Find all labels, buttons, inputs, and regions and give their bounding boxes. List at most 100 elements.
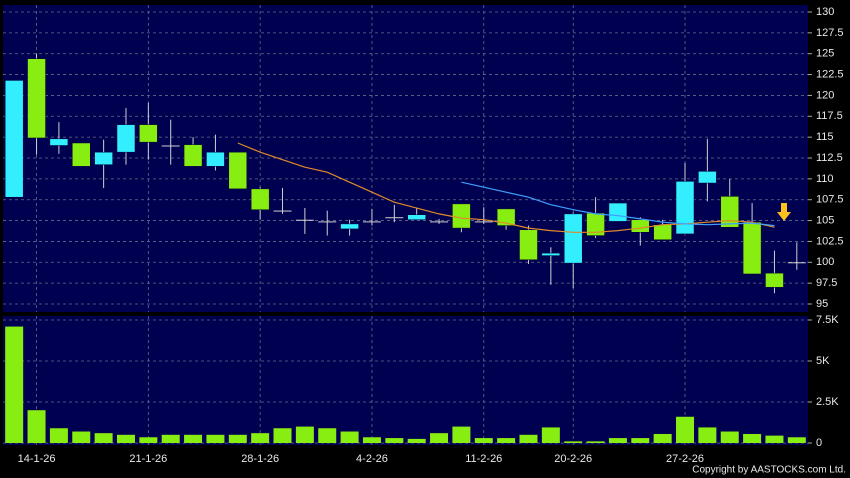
candle-body <box>586 212 605 236</box>
volume-bar <box>541 427 560 443</box>
volume-bar <box>72 431 91 443</box>
candle-body <box>787 262 806 264</box>
y-tick-label: 0 <box>816 437 822 449</box>
y-tick-label: 5K <box>816 355 830 367</box>
volume-bar <box>228 434 247 443</box>
volume-bar <box>608 438 627 443</box>
volume-bar <box>49 428 68 443</box>
volume-bar <box>564 441 583 443</box>
y-tick-label: 2.5K <box>816 396 839 408</box>
volume-bar <box>743 433 762 443</box>
copyright: Copyright by AASTOCKS.com Ltd. <box>692 465 846 476</box>
volume-bar <box>340 431 359 443</box>
candle-body <box>385 217 404 219</box>
volume-bar <box>653 433 672 443</box>
volume-bar <box>519 434 538 443</box>
volume-bar <box>430 433 449 443</box>
volume-bar <box>698 427 717 443</box>
candle-body <box>295 219 314 221</box>
y-tick-label: 120 <box>816 89 834 101</box>
volume-bar <box>116 434 135 443</box>
volume-bar <box>362 437 381 443</box>
candle-body <box>653 224 672 241</box>
candle-body <box>116 124 136 153</box>
volume-bar <box>94 433 113 443</box>
x-tick-label: 27-2-26 <box>666 453 704 465</box>
candle-body <box>452 203 471 229</box>
x-tick-label: 4-2-26 <box>356 453 388 465</box>
x-tick-label: 28-1-26 <box>241 453 279 465</box>
volume-bar <box>385 438 404 443</box>
volume-bar <box>765 435 784 443</box>
volume-bar <box>474 438 493 443</box>
volume-bar <box>184 434 203 443</box>
volume-bar <box>5 326 24 443</box>
volume-bar <box>27 410 46 443</box>
candle-body <box>228 151 248 190</box>
candle-body <box>698 171 717 184</box>
price-panel <box>3 5 808 312</box>
volume-bar <box>251 433 270 443</box>
moving-average <box>461 181 775 227</box>
candle-body <box>4 80 24 198</box>
candle-body <box>183 144 203 167</box>
volume-bar <box>720 431 739 443</box>
candle-body <box>519 229 538 261</box>
volume-bar <box>631 438 650 443</box>
y-tick-label: 125 <box>816 48 834 60</box>
y-tick-label: 122.5 <box>816 68 844 80</box>
volume-bar <box>407 438 426 443</box>
candle-body <box>608 202 628 222</box>
volume-bar <box>452 426 471 443</box>
volume-bar <box>161 434 180 443</box>
candle-body <box>675 181 695 235</box>
candle-body <box>250 188 270 210</box>
candle-body <box>430 221 449 223</box>
arrow <box>777 203 791 221</box>
x-tick-label: 21-1-26 <box>129 453 167 465</box>
y-tick-label: 115 <box>816 131 834 143</box>
candle-body <box>631 219 650 233</box>
y-tick-label: 102.5 <box>816 235 844 247</box>
y-tick-label: 110 <box>816 173 834 185</box>
candle-body <box>49 138 69 146</box>
candle-body <box>72 142 91 167</box>
volume-bar <box>586 441 605 443</box>
volume-bar <box>273 428 292 443</box>
candle-body <box>139 124 158 143</box>
candle-body <box>318 221 337 223</box>
y-tick-label: 107.5 <box>816 194 844 206</box>
volume-bar <box>497 438 516 443</box>
volume-bar <box>206 434 225 443</box>
y-tick-label: 117.5 <box>816 110 843 122</box>
candle-body <box>27 58 46 139</box>
candle-body <box>474 221 493 223</box>
x-tick-label: 11-2-26 <box>465 453 502 465</box>
volume-bar <box>295 426 314 443</box>
candle-body <box>563 213 583 264</box>
volume-bar <box>139 437 158 443</box>
y-tick-label: 7.5K <box>816 314 839 326</box>
candle-body <box>496 208 516 226</box>
volume-bar <box>318 428 337 443</box>
y-tick-label: 130 <box>816 6 834 18</box>
y-tick-label: 105 <box>816 214 834 226</box>
volume-panel <box>3 316 808 445</box>
y-tick-label: 97.5 <box>816 277 837 289</box>
candle-body <box>541 252 561 256</box>
candle-body <box>161 145 180 147</box>
y-tick-label: 100 <box>816 256 834 268</box>
candle-body <box>362 221 381 223</box>
y-tick-label: 127.5 <box>816 27 844 39</box>
x-tick-label: 20-2-26 <box>554 453 592 465</box>
y-tick-label: 112.5 <box>816 152 843 164</box>
volume-bar <box>787 437 806 443</box>
candle-body <box>407 214 426 220</box>
candle-body <box>720 196 739 228</box>
candle-body <box>206 151 225 167</box>
plot-layer: 95 97.5 100 102.5 105 107.5 110 112.5 115 117.5 12… <box>3 5 844 465</box>
candle-body <box>273 210 292 212</box>
candle-body <box>742 221 762 275</box>
